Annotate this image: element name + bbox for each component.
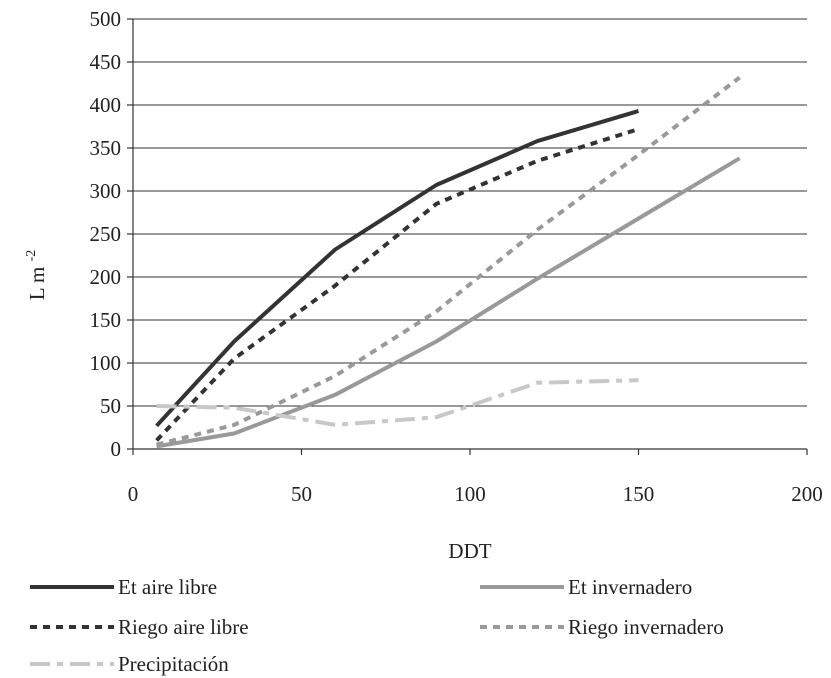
axes (127, 18, 808, 455)
x-tick-label: 150 (623, 482, 655, 506)
x-tick-label: 0 (128, 482, 139, 506)
series-lines (155, 75, 741, 449)
legend-label: Et invernadero (568, 575, 692, 599)
series-line-5 (156, 378, 639, 427)
y-tick-label: 300 (90, 179, 122, 203)
svg-text:L m -2: L m -2 (24, 250, 49, 301)
y-axis-label: L m -2 (24, 250, 49, 301)
legend-label: Riego invernadero (568, 615, 724, 639)
legend-item-4: Riego invernadero (480, 615, 724, 639)
gridlines (133, 18, 807, 407)
legend-label: Precipitación (118, 652, 229, 676)
y-tick-label: 400 (90, 93, 122, 117)
x-axis-label: DDT (448, 539, 491, 563)
y-tick-label: 250 (90, 222, 122, 246)
legend-label: Et aire libre (118, 575, 217, 599)
x-tick-label: 100 (454, 482, 486, 506)
series-line-4 (156, 75, 741, 447)
series-line-1 (155, 109, 640, 428)
legend-item-3: Riego aire libre (30, 615, 249, 639)
legend-item-5: Precipitación (30, 652, 229, 676)
x-tick-label: 50 (291, 482, 312, 506)
y-tick-label: 100 (90, 351, 122, 375)
y-tick-label: 200 (90, 265, 122, 289)
series-line-3 (155, 127, 640, 442)
y-tick-label: 450 (90, 50, 122, 74)
y-tick-label: 150 (90, 308, 122, 332)
x-tick-labels: 0 50 100 150 200 (128, 482, 823, 506)
y-tick-label: 350 (90, 136, 122, 160)
series-line-2 (156, 156, 741, 449)
y-tick-labels: 0 50 100 150 200 250 300 350 400 450 500 (90, 7, 122, 461)
y-tick-label: 500 (90, 7, 122, 31)
y-tick-label: 50 (100, 394, 121, 418)
y-axis-label-main: L m (25, 267, 49, 301)
legend-item-2: Et invernadero (480, 575, 692, 599)
x-tick-label: 200 (791, 482, 823, 506)
legend: Et aire libre Et invernadero Riego aire li… (30, 575, 724, 676)
y-tick-label: 0 (111, 437, 122, 461)
legend-label: Riego aire libre (118, 615, 249, 639)
legend-item-1: Et aire libre (30, 575, 217, 599)
y-axis-label-superscript: -2 (24, 250, 39, 262)
